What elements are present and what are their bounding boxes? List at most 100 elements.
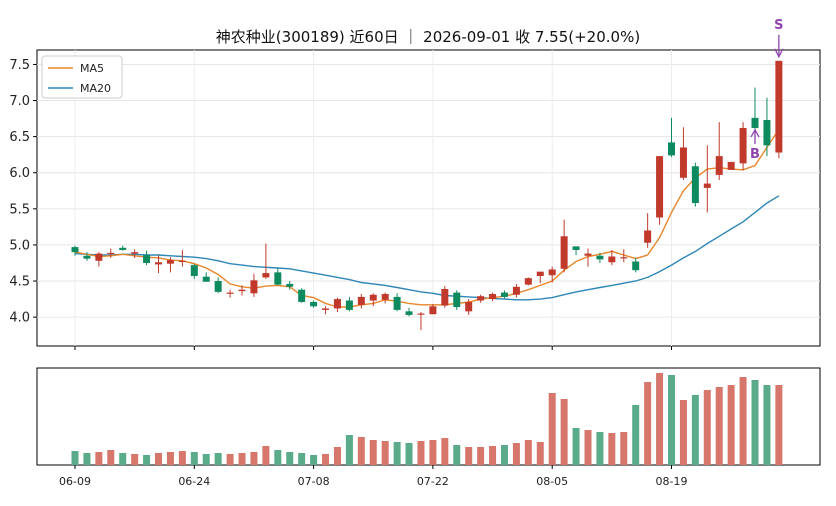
candle-body: [429, 306, 437, 315]
volume-panel: 06-09 06-24 07-08 07-22 08-05 08-19: [36, 346, 821, 488]
candle: [727, 161, 735, 170]
legend: MA5 MA20: [41, 55, 123, 99]
candle: [703, 145, 711, 213]
candle: [381, 292, 389, 304]
volume-bar: [107, 450, 115, 465]
volume-bar: [333, 447, 341, 465]
candle-body: [393, 296, 401, 310]
volume-bar: [95, 452, 103, 465]
candle-body: [357, 296, 365, 305]
candle: [465, 299, 473, 315]
volume-bar: [405, 443, 413, 465]
y-tick-label: 5.0: [9, 238, 30, 253]
sell-marker-label: S: [774, 18, 783, 33]
candle: [166, 257, 174, 273]
candle: [560, 219, 568, 273]
candle: [608, 249, 616, 266]
candle-body: [119, 247, 127, 250]
candle: [250, 273, 258, 297]
candle: [596, 252, 604, 263]
candle-body: [405, 311, 413, 315]
y-tick-label: 7.5: [9, 58, 30, 73]
candle-body: [691, 166, 699, 204]
candle-body: [441, 288, 449, 306]
volume-bar: [178, 451, 186, 465]
trade-markers: BS: [750, 18, 784, 162]
candle-body: [345, 300, 353, 310]
candle: [489, 292, 497, 302]
candle-body: [95, 253, 103, 261]
y-tick-label: 6.0: [9, 166, 30, 181]
volume-bars: [71, 373, 783, 465]
volume-bar: [214, 453, 222, 465]
candle: [763, 97, 771, 157]
y-tick-label: 6.5: [9, 130, 30, 145]
candle: [298, 288, 306, 303]
candle: [632, 257, 640, 273]
volume-bar: [119, 453, 127, 465]
volume-bar: [453, 445, 461, 465]
candle-body: [202, 276, 210, 282]
y-tick-label: 4.5: [9, 275, 30, 290]
candle-body: [71, 247, 79, 253]
candle-body: [763, 120, 771, 146]
volume-bar: [369, 440, 377, 465]
volume-bar: [691, 395, 699, 465]
buy-arrow-head: [750, 128, 760, 138]
volume-bar: [608, 433, 616, 465]
candle-body: [608, 256, 616, 263]
volume-bar: [489, 446, 497, 465]
volume-bar: [500, 445, 508, 465]
volume-bar: [668, 375, 675, 465]
volume-bar: [298, 453, 306, 465]
candle-body: [739, 127, 747, 164]
candle: [143, 250, 151, 266]
price-y-axis: 4.0 4.5 5.0 5.5 6.0 6.5 7.0 7.5: [9, 58, 37, 326]
candle: [644, 213, 652, 248]
candle: [310, 300, 318, 308]
candle-body: [536, 271, 544, 276]
x-tick-label: 06-24: [178, 475, 210, 488]
candle-body: [310, 301, 318, 307]
candle-body: [262, 273, 270, 278]
volume-bar: [357, 437, 365, 465]
volume-bar: [286, 452, 294, 465]
candle-body: [190, 265, 198, 276]
candle-body: [512, 286, 520, 295]
volume-bar: [310, 455, 318, 465]
candle: [620, 249, 628, 263]
candle: [393, 293, 401, 312]
volume-bar: [262, 446, 270, 465]
candle: [131, 249, 139, 258]
candle: [322, 306, 330, 315]
volume-bar: [620, 432, 628, 465]
volume-bar: [524, 440, 532, 465]
volume-bar: [238, 453, 246, 465]
candle-body: [322, 308, 330, 310]
candle: [345, 296, 353, 312]
candle-body: [155, 262, 163, 265]
candle: [536, 271, 544, 284]
candle: [238, 285, 246, 296]
candle-body: [703, 183, 711, 188]
volume-bar: [465, 447, 473, 465]
volume-bar: [644, 382, 652, 465]
candle-body: [500, 292, 508, 297]
volume-bar: [703, 390, 711, 465]
candle-body: [381, 294, 389, 300]
candle-body: [489, 294, 497, 300]
candle-body: [214, 281, 222, 292]
candle: [333, 297, 341, 313]
candle-body: [572, 246, 580, 250]
volume-bar: [512, 443, 520, 465]
candle: [548, 266, 556, 283]
candle-body: [286, 283, 294, 287]
candle: [262, 243, 270, 279]
volume-bar: [274, 450, 282, 465]
volume-bar: [83, 453, 91, 465]
candle: [286, 281, 294, 290]
candle-body: [751, 117, 759, 128]
candle: [190, 263, 198, 279]
volume-bar: [190, 452, 198, 465]
